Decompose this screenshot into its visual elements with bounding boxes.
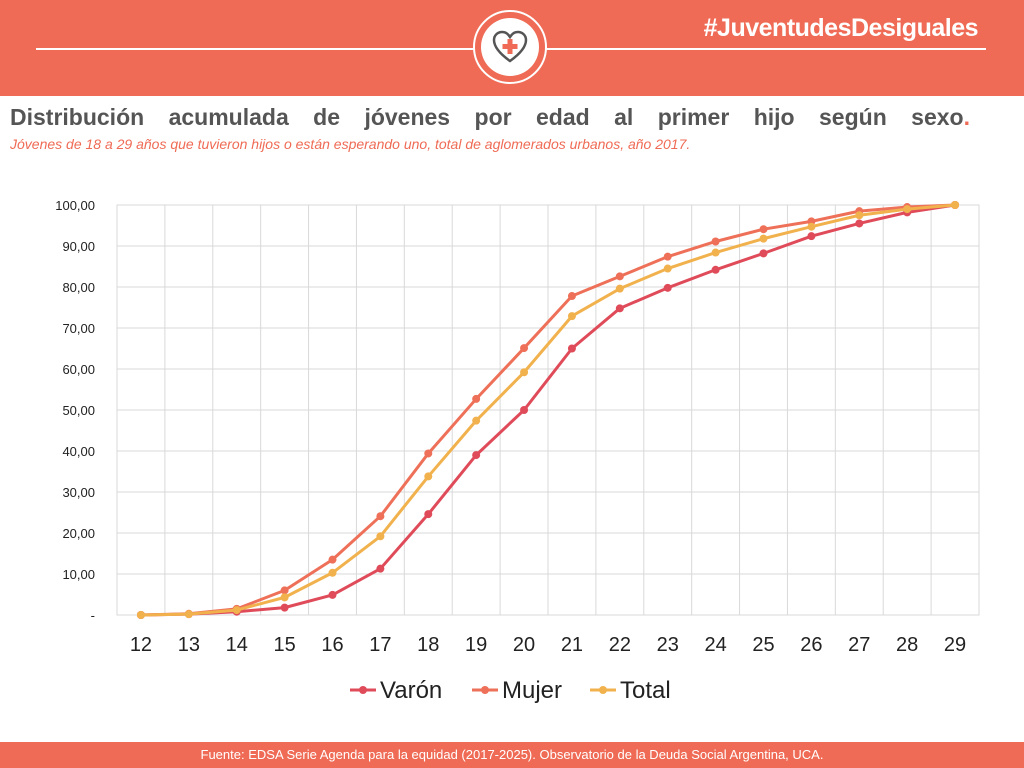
data-point <box>615 304 624 313</box>
x-tick-label: 23 <box>657 634 679 656</box>
x-tick-label: 19 <box>465 634 487 656</box>
data-point <box>376 532 385 541</box>
y-tick-label: 100,00 <box>55 198 95 213</box>
y-tick-label: 90,00 <box>62 239 95 254</box>
data-point <box>663 264 672 273</box>
y-tick-label: 50,00 <box>62 403 95 418</box>
data-point <box>759 234 768 243</box>
data-point <box>232 606 241 615</box>
data-point <box>280 593 289 602</box>
data-point <box>759 249 768 258</box>
y-tick-label: 10,00 <box>62 567 95 582</box>
data-point <box>472 394 481 403</box>
chart-title-dot: . <box>963 104 970 130</box>
data-point <box>567 292 576 301</box>
header-badge <box>473 10 547 84</box>
data-point <box>424 449 433 458</box>
data-point <box>184 610 193 619</box>
data-point <box>376 512 385 521</box>
data-point <box>759 225 768 234</box>
data-point <box>567 312 576 321</box>
x-tick-label: 18 <box>417 634 439 656</box>
legend-marker <box>599 686 607 694</box>
data-point <box>328 555 337 564</box>
data-point <box>711 237 720 246</box>
data-point <box>711 248 720 257</box>
data-point <box>615 272 624 281</box>
x-tick-label: 16 <box>321 634 343 656</box>
chart-subtitle: Jóvenes de 18 a 29 años que tuvieron hij… <box>10 136 691 152</box>
data-point <box>328 568 337 577</box>
legend-label: Mujer <box>502 677 562 704</box>
y-tick-label: 20,00 <box>62 526 95 541</box>
data-point <box>711 265 720 274</box>
data-point <box>567 344 576 353</box>
data-point <box>328 590 337 599</box>
data-point <box>280 603 289 612</box>
x-tick-label: 15 <box>273 634 295 656</box>
x-tick-label: 25 <box>752 634 774 656</box>
data-point <box>424 472 433 481</box>
data-point <box>855 219 864 228</box>
legend-marker <box>481 686 489 694</box>
data-point <box>520 406 529 414</box>
data-point <box>520 368 529 377</box>
x-tick-label: 14 <box>226 634 248 656</box>
data-point <box>663 252 672 261</box>
data-point <box>424 510 433 519</box>
x-tick-label: 28 <box>896 634 918 656</box>
line-chart: - 10,00 20,00 30,00 40,00 50,00 60,00 70,00 80,0… <box>55 198 980 704</box>
x-tick-label: 12 <box>130 634 152 656</box>
data-point <box>376 564 385 573</box>
x-tick-label: 17 <box>369 634 391 656</box>
x-tick-label: 21 <box>561 634 583 656</box>
data-point <box>472 451 481 460</box>
y-tick-label: 70,00 <box>62 321 95 336</box>
x-tick-label: 22 <box>609 634 631 656</box>
x-tick-label: 27 <box>848 634 870 656</box>
x-tick-label: 20 <box>513 634 535 656</box>
series-line <box>140 203 956 617</box>
legend-marker <box>359 686 367 694</box>
header-bar: #JuventudesDesiguales <box>0 0 1024 96</box>
data-point <box>615 284 624 293</box>
legend-label: Varón <box>380 677 442 704</box>
y-tick-label: - <box>91 608 95 623</box>
x-tick-label: 13 <box>178 634 200 656</box>
y-tick-label: 30,00 <box>62 485 95 500</box>
heart-plus-icon <box>481 18 539 76</box>
data-point <box>855 211 864 220</box>
hashtag-title: #JuventudesDesiguales <box>703 14 979 42</box>
series-line <box>140 203 956 617</box>
y-tick-label: 40,00 <box>62 444 95 459</box>
data-point <box>663 283 672 292</box>
x-tick-label: 26 <box>800 634 822 656</box>
data-point <box>807 222 816 231</box>
chart-title-text: Distribución acumulada de jóvenes por ed… <box>10 104 964 130</box>
x-tick-label: 24 <box>704 634 726 656</box>
data-point <box>951 201 960 209</box>
data-point <box>136 611 145 619</box>
footer-source: Fuente: EDSA Serie Agenda para la equida… <box>0 742 1024 768</box>
legend-label: Total <box>620 677 671 704</box>
y-tick-label: 60,00 <box>62 362 95 377</box>
y-tick-label: 80,00 <box>62 280 95 295</box>
data-point <box>472 416 481 425</box>
data-point <box>807 232 816 241</box>
x-tick-label: 29 <box>944 634 966 656</box>
data-point <box>520 344 529 353</box>
chart-title: Distribución acumulada de jóvenes por ed… <box>10 104 970 131</box>
data-point <box>903 205 912 214</box>
series-line <box>140 203 956 617</box>
data-point <box>280 586 289 595</box>
